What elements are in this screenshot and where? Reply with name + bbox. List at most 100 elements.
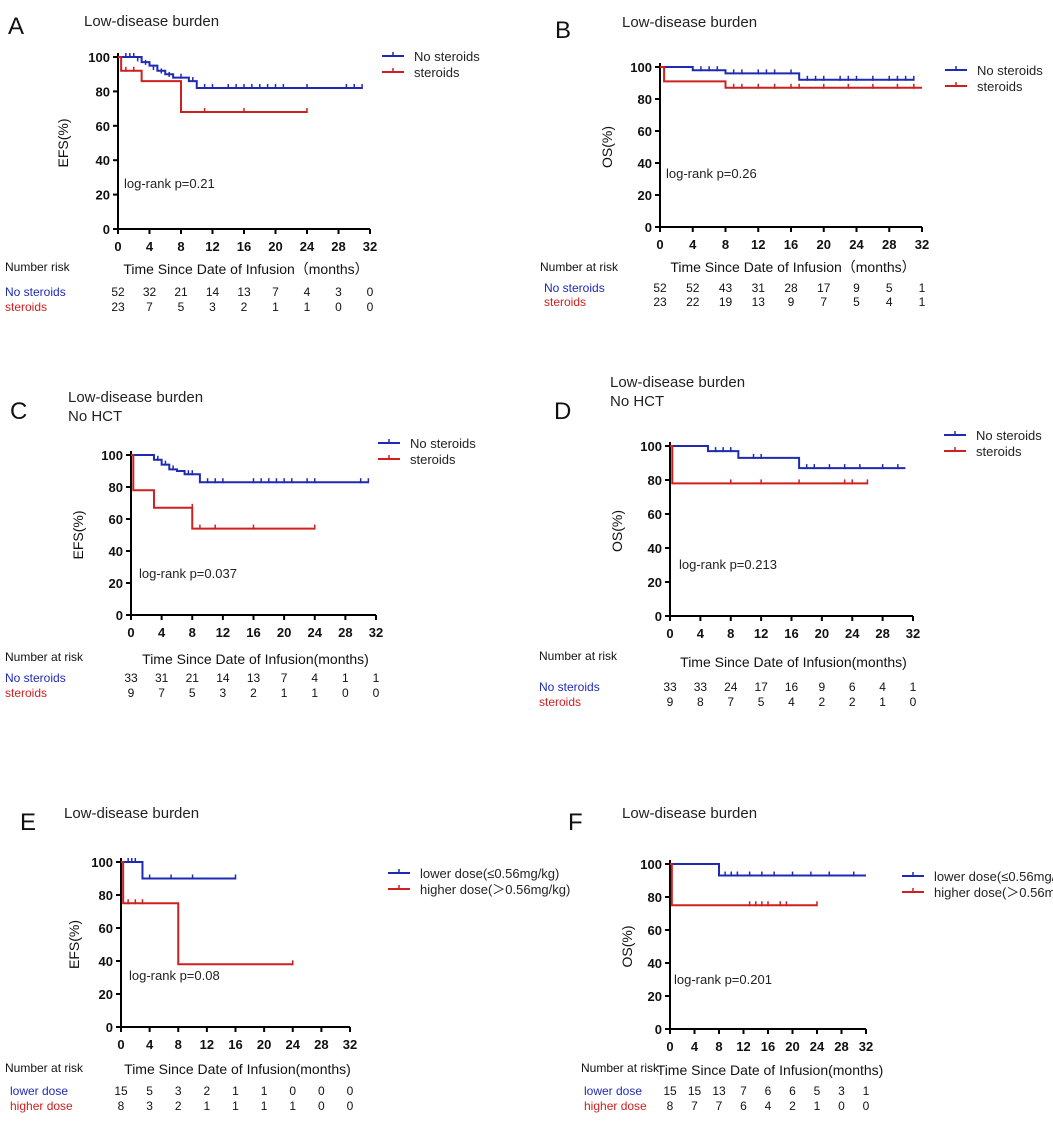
risk-count: 21 <box>186 671 200 685</box>
survival-curve-b <box>118 56 307 114</box>
x-tick-label: 8 <box>175 1037 182 1052</box>
log-rank-pvalue: log-rank p=0.037 <box>139 566 237 581</box>
x-tick-label: 16 <box>237 239 251 254</box>
x-tick-label: 24 <box>849 237 864 252</box>
legend-label: lower dose(≤0.56mg/kg) <box>934 869 1053 884</box>
legend-label: No steroids <box>410 436 476 451</box>
risk-count: 5 <box>178 300 185 314</box>
x-tick-label: 28 <box>331 239 345 254</box>
x-tick-label: 20 <box>817 237 831 252</box>
x-tick-label: 12 <box>205 239 219 254</box>
risk-count: 17 <box>817 281 831 295</box>
x-tick-label: 8 <box>177 239 184 254</box>
risk-count: 0 <box>318 1084 325 1098</box>
risk-count: 0 <box>347 1099 354 1113</box>
y-tick-label: 60 <box>648 507 662 522</box>
x-tick-label: 4 <box>691 1039 699 1054</box>
risk-count: 8 <box>118 1099 125 1113</box>
risk-count: 8 <box>667 1099 674 1113</box>
risk-count: 33 <box>124 671 138 685</box>
risk-count: 2 <box>204 1084 211 1098</box>
risk-row-label: higher dose <box>10 1099 73 1113</box>
risk-table-header: Number at risk <box>539 649 618 663</box>
x-tick-label: 16 <box>246 625 260 640</box>
risk-count: 9 <box>128 686 135 700</box>
x-axis-label: Time Since Date of Infusion（months） <box>123 261 368 277</box>
x-tick-label: 0 <box>114 239 121 254</box>
risk-count: 15 <box>114 1084 128 1098</box>
risk-count: 2 <box>241 300 248 314</box>
y-tick-label: 0 <box>655 1022 662 1037</box>
risk-count: 2 <box>250 686 257 700</box>
legend-label: No steroids <box>976 428 1042 443</box>
x-tick-label: 16 <box>228 1037 242 1052</box>
y-tick-label: 100 <box>630 60 652 75</box>
x-tick-label: 12 <box>751 237 765 252</box>
y-axis-label: EFS(%) <box>55 119 71 168</box>
y-tick-label: 20 <box>96 188 110 203</box>
log-rank-pvalue: log-rank p=0.08 <box>129 968 220 983</box>
panel-letter: C <box>10 398 27 425</box>
legend-label: No steroids <box>977 63 1043 78</box>
y-tick-label: 20 <box>648 575 662 590</box>
risk-row-label: steroids <box>5 686 47 700</box>
y-tick-label: 0 <box>645 220 652 235</box>
risk-count: 1 <box>272 300 279 314</box>
log-rank-pvalue: log-rank p=0.201 <box>674 972 772 987</box>
risk-count: 19 <box>719 295 733 309</box>
risk-count: 31 <box>155 671 169 685</box>
risk-count: 4 <box>788 695 795 709</box>
risk-count: 1 <box>281 686 288 700</box>
x-tick-label: 28 <box>834 1039 848 1054</box>
risk-count: 43 <box>719 281 733 295</box>
log-rank-pvalue: log-rank p=0.213 <box>679 557 777 572</box>
risk-count: 0 <box>373 686 380 700</box>
y-tick-label: 40 <box>648 956 662 971</box>
risk-count: 0 <box>367 285 374 299</box>
risk-count: 0 <box>838 1099 845 1113</box>
x-tick-label: 24 <box>300 239 315 254</box>
y-axis-label: OS(%) <box>609 510 625 552</box>
risk-count: 15 <box>688 1084 702 1098</box>
panel-b: B Low-disease burden 0 20 40 60 80 100 0 4 8 12 16 20… <box>540 14 1043 309</box>
risk-count: 13 <box>752 295 766 309</box>
x-tick-label: 0 <box>656 237 663 252</box>
risk-count: 13 <box>247 671 261 685</box>
risk-count: 7 <box>272 285 279 299</box>
y-axis-label: EFS(%) <box>66 920 82 969</box>
x-tick-label: 8 <box>189 625 196 640</box>
risk-row-label: steroids <box>544 295 586 309</box>
risk-row-label: No steroids <box>539 680 600 694</box>
y-tick-label: 60 <box>648 923 662 938</box>
x-tick-label: 20 <box>257 1037 271 1052</box>
risk-count: 5 <box>189 686 196 700</box>
legend-label: No steroids <box>414 49 480 64</box>
risk-count: 32 <box>143 285 157 299</box>
y-tick-label: 60 <box>109 512 123 527</box>
y-tick-label: 0 <box>116 608 123 623</box>
legend-label: steroids <box>976 444 1022 459</box>
risk-count: 7 <box>740 1084 747 1098</box>
risk-count: 7 <box>820 295 827 309</box>
risk-count: 3 <box>146 1099 153 1113</box>
risk-count: 2 <box>849 695 856 709</box>
risk-count: 9 <box>853 281 860 295</box>
risk-count: 28 <box>784 281 798 295</box>
risk-count: 2 <box>789 1099 796 1113</box>
x-tick-label: 28 <box>875 626 889 641</box>
risk-row-label: steroids <box>5 300 47 314</box>
survival-curve-a <box>121 861 236 880</box>
risk-table-header: Number at risk <box>581 1061 660 1075</box>
risk-row-label: No steroids <box>544 281 605 295</box>
chart-title: Low-disease burden <box>64 805 199 822</box>
risk-count: 21 <box>174 285 188 299</box>
risk-count: 13 <box>712 1084 726 1098</box>
risk-row-label: lower dose <box>584 1084 642 1098</box>
x-axis-label: Time Since Date of Infusion(months) <box>142 651 369 667</box>
x-tick-label: 8 <box>715 1039 722 1054</box>
chart-title: Low-disease burden <box>622 805 757 822</box>
risk-count: 4 <box>311 671 318 685</box>
log-rank-pvalue: log-rank p=0.26 <box>666 166 757 181</box>
